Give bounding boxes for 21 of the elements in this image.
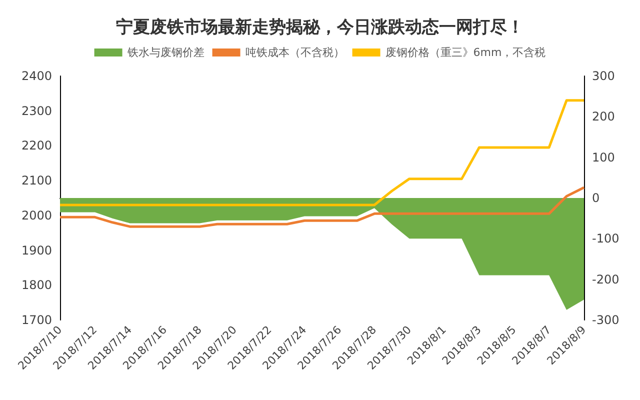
y-tick-label: 1800 — [21, 278, 52, 292]
line-series — [58, 99, 586, 206]
y2-tick-label: 0 — [592, 191, 600, 205]
legend-label: 吨铁成本（不含税） — [245, 46, 344, 59]
y2-tick-label: -300 — [592, 313, 620, 327]
y-tick-label: 2000 — [21, 208, 52, 222]
y-tick-label: 2200 — [21, 138, 52, 153]
y-tick-label: 1900 — [21, 243, 52, 258]
y-tick-label: 2300 — [21, 104, 52, 118]
legend-label: 废钢价格（重三》6mm，不含税 — [385, 46, 546, 59]
y-tick-label: 2400 — [21, 69, 52, 83]
y2-tick-label: -200 — [592, 272, 620, 286]
y-tick-label: 1700 — [21, 313, 52, 327]
y2-tick-label: -100 — [592, 232, 620, 246]
legend-label: 铁水与废钢价差 — [126, 46, 204, 59]
y2-tick-label: 300 — [592, 69, 615, 83]
line-series — [58, 186, 586, 228]
chart-title: 宁夏废铁市场最新走势揭秘，今日涨跌动态一网打尽！ — [116, 18, 524, 38]
y2-tick-label: 100 — [592, 150, 615, 164]
y2-tick-label: 200 — [592, 110, 615, 124]
y-tick-label: 2100 — [21, 174, 52, 188]
